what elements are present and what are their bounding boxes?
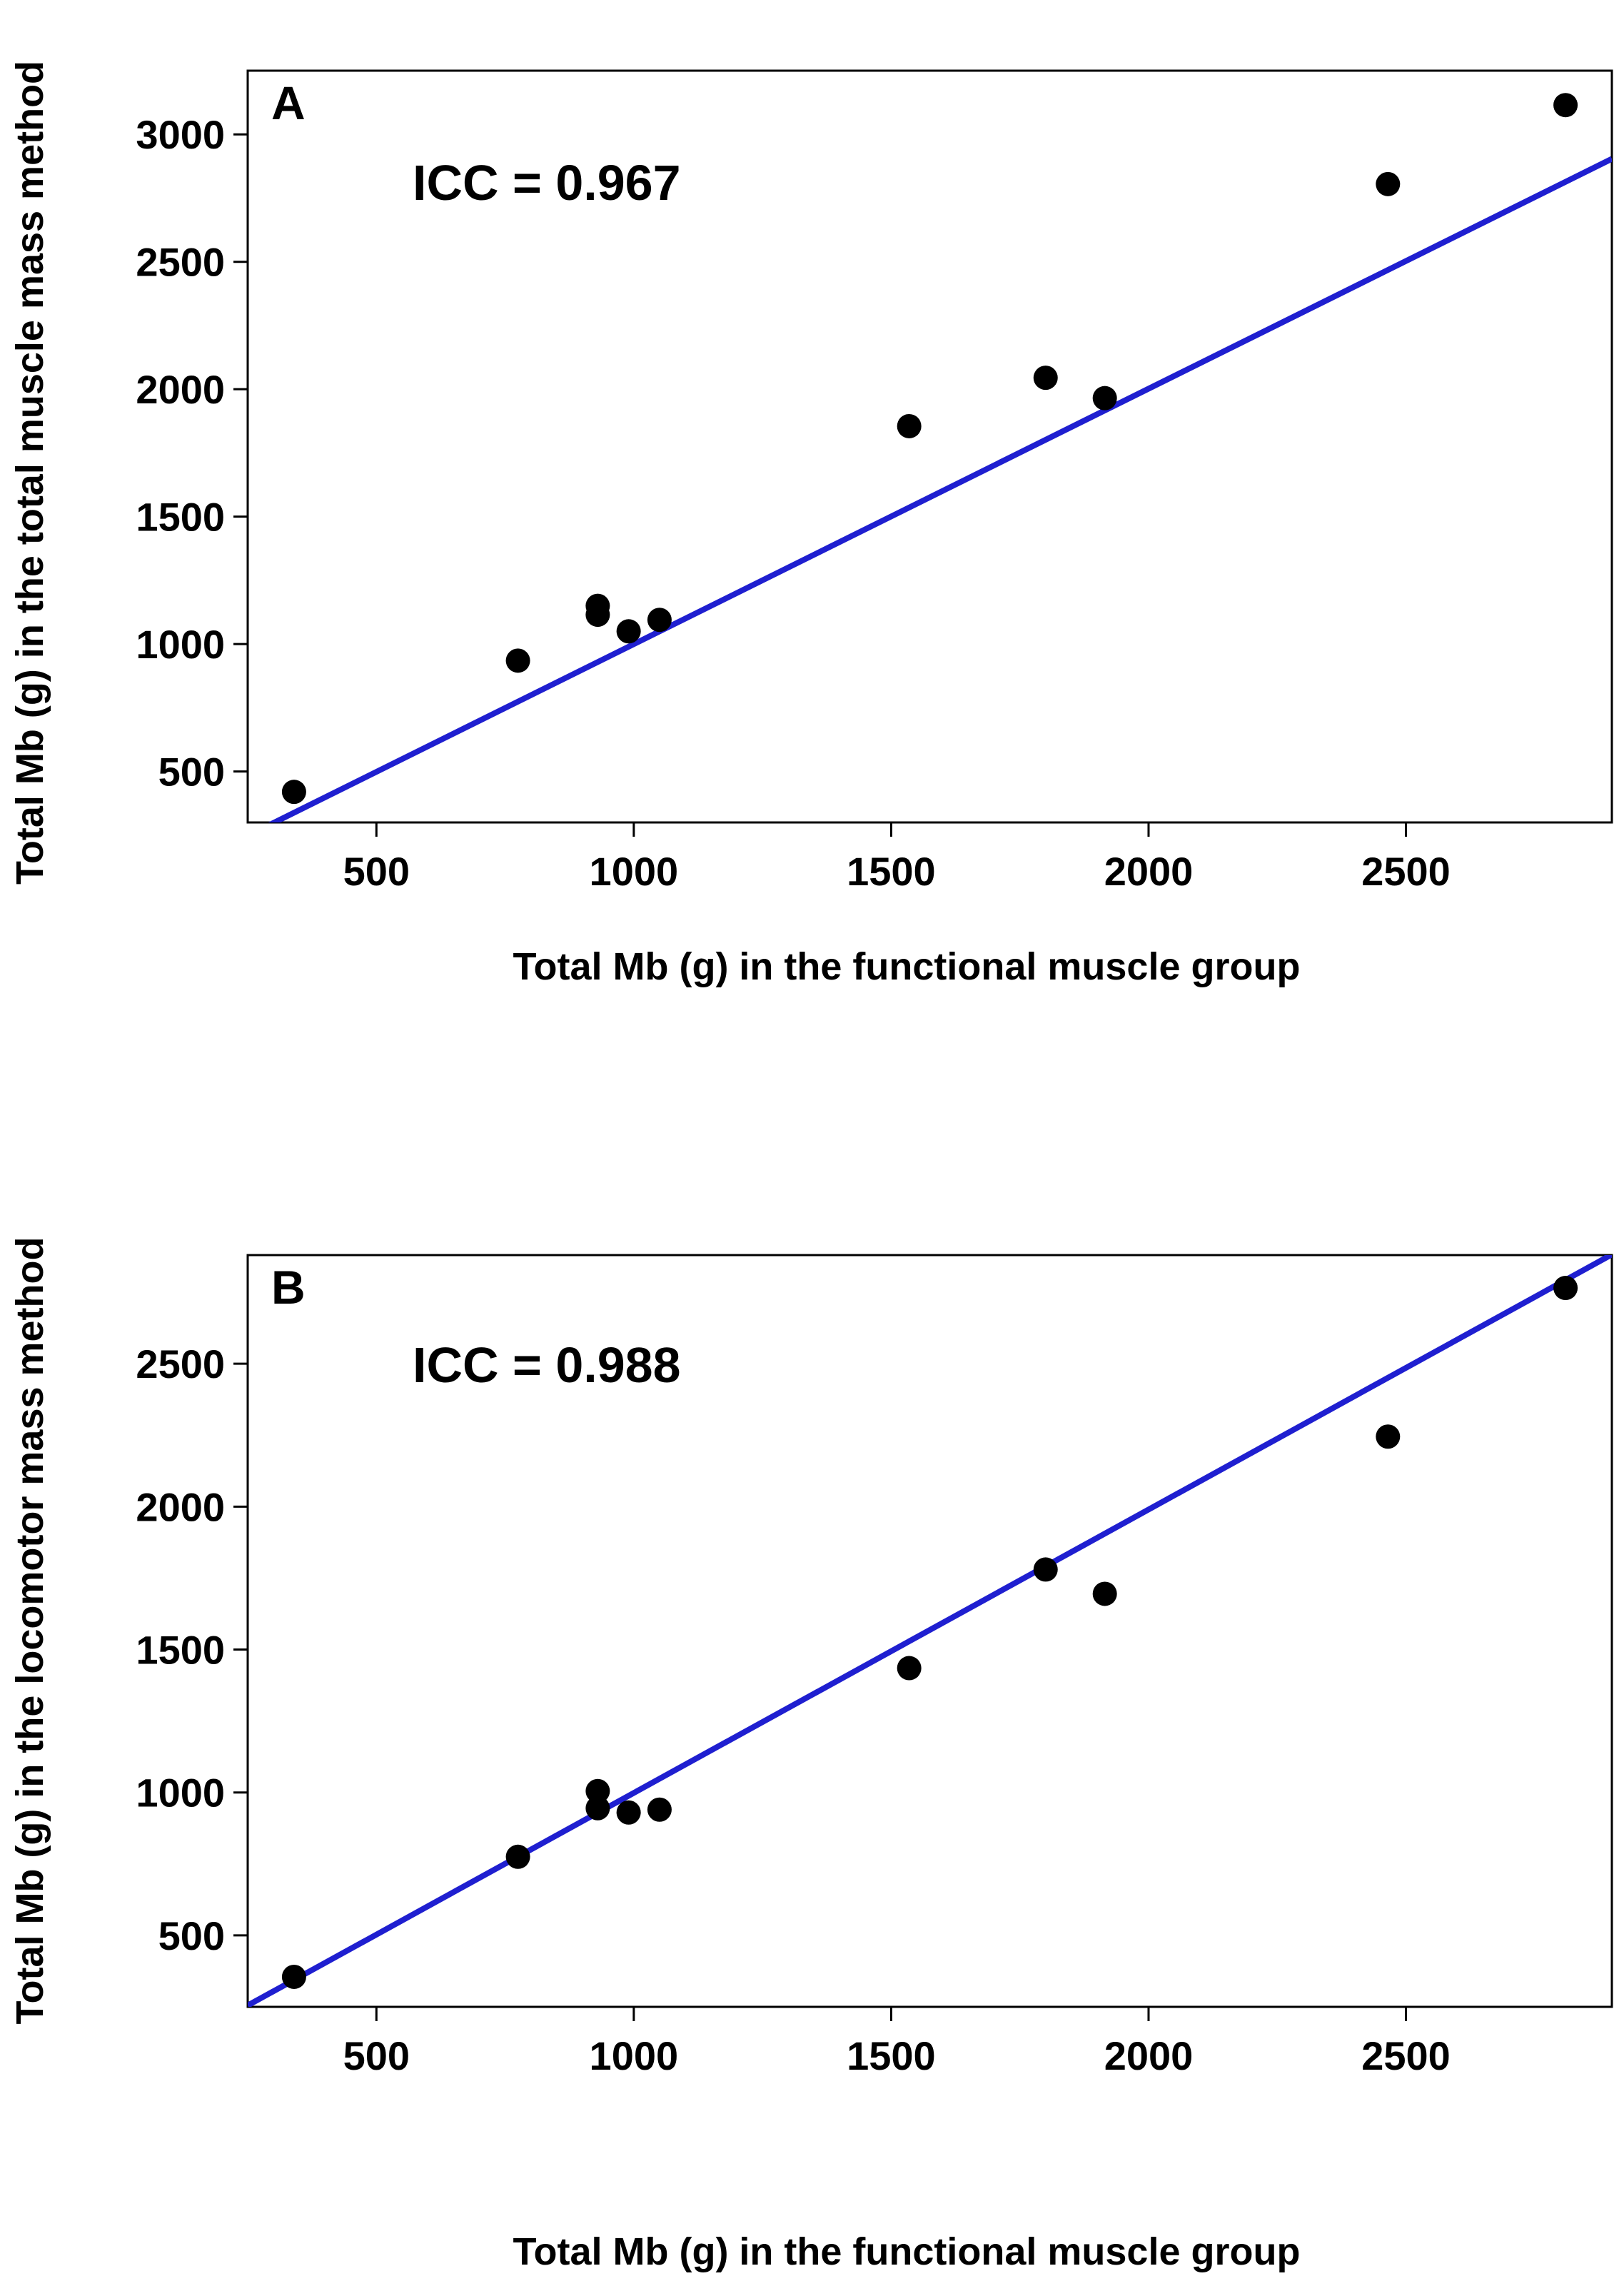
x-tick-label-b-500: 500 <box>343 2033 410 2078</box>
x-axis-ticks-a: 500 1000 1500 2000 2500 <box>343 822 1451 894</box>
fit-line-layer-a <box>268 156 1612 822</box>
y-tick-label-a-1000: 1000 <box>136 622 225 667</box>
y-tick-label-b-1000: 1000 <box>136 1771 225 1816</box>
y-tick-label-a-2000: 2000 <box>136 367 225 412</box>
y-tick-label-b-1500: 1500 <box>136 1628 225 1673</box>
data-point-b-8 <box>1033 1557 1058 1582</box>
y-axis-title-b: Total Mb (g) in the locomotor mass metho… <box>9 1237 51 2025</box>
data-point-a-6 <box>647 608 672 633</box>
data-point-b-1 <box>281 1964 306 1989</box>
data-point-a-8 <box>1033 366 1058 391</box>
x-tick-label-a-2000: 2000 <box>1104 849 1194 894</box>
y-tick-label-b-500: 500 <box>158 1913 225 1958</box>
data-point-b-7 <box>897 1656 922 1681</box>
panel-b: 500 1000 1500 2000 2500 5001000150020002500 … <box>9 1237 1613 2273</box>
x-axis-ticks-b: 500 1000 1500 2000 2500 <box>343 2007 1451 2078</box>
data-point-a-4 <box>585 603 610 628</box>
x-tick-label-a-1000: 1000 <box>590 849 679 894</box>
x-tick-label-b-2000: 2000 <box>1104 2033 1194 2078</box>
data-point-b-11 <box>1553 1276 1578 1301</box>
data-point-b-6 <box>647 1797 672 1822</box>
icc-annotation-b: ICC = 0.988 <box>413 1337 681 1393</box>
panel-label-b: B <box>271 1261 306 1314</box>
data-point-a-11 <box>1553 93 1578 118</box>
data-point-b-3 <box>585 1778 610 1803</box>
x-tick-label-b-1000: 1000 <box>590 2033 679 2078</box>
data-point-b-10 <box>1376 1424 1401 1449</box>
y-tick-label-a-2500: 2500 <box>136 240 225 285</box>
points-layer-a <box>281 93 1578 805</box>
data-point-b-4 <box>585 1796 610 1821</box>
data-point-a-2 <box>505 648 530 673</box>
data-point-a-9 <box>1092 386 1117 411</box>
data-point-b-9 <box>1092 1581 1117 1606</box>
data-point-a-1 <box>281 780 306 805</box>
y-tick-label-a-3000: 3000 <box>136 112 225 157</box>
fit-line-layer-b <box>248 1255 1612 2007</box>
data-point-a-7 <box>897 413 922 438</box>
y-tick-label-b-2000: 2000 <box>136 1484 225 1529</box>
x-axis-title-b: Total Mb (g) in the functional muscle gr… <box>513 2230 1301 2273</box>
fit-line-a <box>268 156 1612 822</box>
data-point-b-5 <box>616 1800 641 1825</box>
y-tick-label-a-500: 500 <box>158 750 225 795</box>
x-tick-label-b-1500: 1500 <box>847 2033 936 2078</box>
plot-frame-a <box>246 69 1613 824</box>
icc-annotation-a: ICC = 0.967 <box>413 155 681 211</box>
y-axis-ticks-b: 500 1000 1500 2000 2500 <box>136 1341 248 1958</box>
x-tick-label-a-1500: 1500 <box>847 849 936 894</box>
x-tick-label-a-2500: 2500 <box>1361 849 1451 894</box>
panel-label-a: A <box>271 76 306 129</box>
y-tick-label-a-1500: 1500 <box>136 495 225 540</box>
y-axis-title-a: Total Mb (g) in the total muscle mass me… <box>9 61 51 885</box>
y-tick-label-b-2500: 2500 <box>136 1341 225 1386</box>
data-point-a-10 <box>1376 171 1401 196</box>
x-tick-label-b-2500: 2500 <box>1361 2033 1451 2078</box>
data-point-a-5 <box>616 619 641 644</box>
panel-a: 500 1000 1500 2000 2500 500 1000 1500 2000 2500 3… <box>9 61 1613 988</box>
data-point-b-2 <box>505 1844 530 1869</box>
x-tick-label-a-500: 500 <box>343 849 410 894</box>
plot-frame-b <box>246 1254 1613 2008</box>
y-axis-ticks-a: 500 1000 1500 2000 2500 3000 <box>136 112 248 795</box>
points-layer-b <box>281 1276 1578 1989</box>
x-axis-title-a: Total Mb (g) in the functional muscle gr… <box>513 945 1301 988</box>
fit-line-b <box>248 1255 1612 2007</box>
